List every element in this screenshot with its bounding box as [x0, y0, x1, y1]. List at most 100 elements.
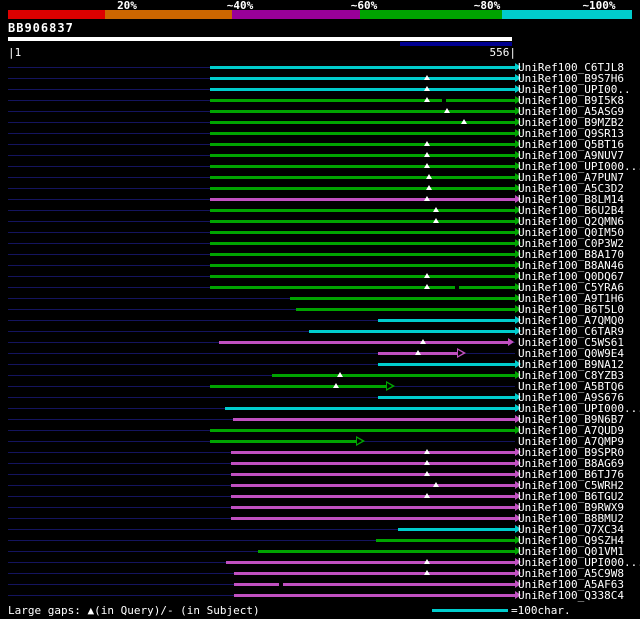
- hit-label[interactable]: UniRef100_B8LM14: [518, 193, 624, 206]
- hit-label[interactable]: UniRef100_Q01VM1: [518, 545, 624, 558]
- alignment-bar[interactable]: [209, 99, 515, 102]
- alignment-bar[interactable]: [376, 539, 515, 542]
- alignment-bar[interactable]: [230, 495, 515, 498]
- alignment-bar[interactable]: [209, 143, 515, 146]
- hit-label[interactable]: UniRef100_Q0W9E4: [518, 347, 624, 360]
- alignment-bar[interactable]: [209, 253, 515, 256]
- alignment-bar[interactable]: [224, 407, 515, 410]
- alignment-bar[interactable]: [232, 418, 515, 421]
- alignment-bar[interactable]: [209, 231, 515, 234]
- hit-label[interactable]: UniRef100_A7QMQ0: [518, 314, 624, 327]
- hit-label[interactable]: UniRef100_B9SPR0: [518, 446, 624, 459]
- hit-label[interactable]: UniRef100_B6U2B4: [518, 204, 624, 217]
- hit-label[interactable]: UniRef100_A5C9W8: [518, 567, 624, 580]
- hit-label[interactable]: UniRef100_B8AG69: [518, 457, 624, 470]
- hit-label[interactable]: UniRef100_Q338C4: [518, 589, 624, 602]
- alignment-bar[interactable]: [230, 517, 515, 520]
- alignment-bar[interactable]: [230, 462, 515, 465]
- alignment-bar[interactable]: [209, 385, 387, 388]
- hit-label[interactable]: UniRef100_A7QUD9: [518, 424, 624, 437]
- hit-label[interactable]: UniRef100_A9NUV7: [518, 149, 624, 162]
- hit-label[interactable]: UniRef100_A9S676: [518, 391, 624, 404]
- hit-label[interactable]: UniRef100_C5WS61: [518, 336, 624, 349]
- hit-label[interactable]: UniRef100_B9S7H6: [518, 72, 624, 85]
- hit-label[interactable]: UniRef100_B9N6B7: [518, 413, 624, 426]
- alignment-bar[interactable]: [230, 451, 515, 454]
- alignment-bar[interactable]: [290, 297, 515, 300]
- hit-label[interactable]: UniRef100_UPI000...: [518, 556, 640, 569]
- hit-label[interactable]: UniRef100_C8YZB3: [518, 369, 624, 382]
- alignment-bar[interactable]: [209, 77, 515, 80]
- alignment-bar[interactable]: [209, 176, 515, 179]
- hit-label[interactable]: UniRef100_Q7XC34: [518, 523, 624, 536]
- hit-label[interactable]: UniRef100_C5YRA6: [518, 281, 624, 294]
- hit-label[interactable]: UniRef100_B9NA12: [518, 358, 624, 371]
- alignment-bar[interactable]: [209, 154, 515, 157]
- alignment-bar[interactable]: [377, 319, 515, 322]
- hit-label[interactable]: UniRef100_C6TJL8: [518, 61, 624, 74]
- alignment-bar[interactable]: [209, 165, 515, 168]
- hit-label[interactable]: UniRef100_UPI00..: [518, 83, 631, 96]
- alignment-bar[interactable]: [233, 594, 515, 597]
- alignment-bar[interactable]: [258, 550, 515, 553]
- alignment-bar[interactable]: [209, 286, 515, 289]
- alignment-bar[interactable]: [209, 110, 515, 113]
- hit-label[interactable]: UniRef100_Q5BT16: [518, 138, 624, 151]
- hit-label[interactable]: UniRef100_B9RWX9: [518, 501, 624, 514]
- hit-label[interactable]: UniRef100_B6T5L0: [518, 303, 624, 316]
- hit-label[interactable]: UniRef100_B9MZB2: [518, 116, 624, 129]
- alignment-bar[interactable]: [308, 330, 515, 333]
- alignment-bar[interactable]: [209, 275, 515, 278]
- hit-label[interactable]: UniRef100_B8BMU2: [518, 512, 624, 525]
- alignment-bar[interactable]: [209, 209, 515, 212]
- alignment-bar[interactable]: [209, 198, 515, 201]
- hit-label[interactable]: UniRef100_Q9SZH4: [518, 534, 624, 547]
- alignment-bar[interactable]: [230, 506, 515, 509]
- hit-label[interactable]: UniRef100_A9T1H6: [518, 292, 624, 305]
- alignment-bar[interactable]: [209, 121, 515, 124]
- hit-label[interactable]: UniRef100_Q9SR13: [518, 127, 624, 140]
- hit-label[interactable]: UniRef100_C0P3W2: [518, 237, 624, 250]
- query-bar[interactable]: [8, 37, 512, 41]
- scale-segment-red: [8, 10, 105, 19]
- alignment-bar[interactable]: [209, 429, 515, 432]
- alignment-bar[interactable]: [272, 374, 515, 377]
- alignment-bar[interactable]: [377, 396, 515, 399]
- hit-label[interactable]: UniRef100_Q0DQ67: [518, 270, 624, 283]
- hit-label[interactable]: UniRef100_B6TGU2: [518, 490, 624, 503]
- hit-label[interactable]: UniRef100_A5AF63: [518, 578, 624, 591]
- alignment-bar[interactable]: [209, 242, 515, 245]
- hit-label[interactable]: UniRef100_A7QMP9: [518, 435, 624, 448]
- hit-label[interactable]: UniRef100_A5ASG9: [518, 105, 624, 118]
- alignment-bar[interactable]: [230, 473, 515, 476]
- alignment-bar[interactable]: [209, 88, 515, 91]
- hit-label[interactable]: UniRef100_A7PUN7: [518, 171, 624, 184]
- alignment-bar[interactable]: [295, 308, 515, 311]
- hit-label[interactable]: UniRef100_Q0IM50: [518, 226, 624, 239]
- hit-label[interactable]: UniRef100_A5C3D2: [518, 182, 624, 195]
- alignment-bar[interactable]: [377, 363, 515, 366]
- hit-label[interactable]: UniRef100_Q2QMN6: [518, 215, 624, 228]
- alignment-bar[interactable]: [226, 561, 515, 564]
- query-gap-marker-icon: [336, 372, 343, 377]
- hit-label[interactable]: UniRef100_UPI000...: [518, 402, 640, 415]
- alignment-bar[interactable]: [209, 66, 515, 69]
- hit-label[interactable]: UniRef100_B8AN46: [518, 259, 624, 272]
- hit-label[interactable]: UniRef100_C5WRH2: [518, 479, 624, 492]
- alignment-bar[interactable]: [398, 528, 515, 531]
- hit-label[interactable]: UniRef100_B6TJ76: [518, 468, 624, 481]
- alignment-bar[interactable]: [209, 132, 515, 135]
- hit-label[interactable]: UniRef100_B9I5K8: [518, 94, 624, 107]
- alignment-bar[interactable]: [209, 440, 357, 443]
- hit-label[interactable]: UniRef100_UPI000...: [518, 160, 640, 173]
- alignment-bar[interactable]: [219, 341, 508, 344]
- alignment-bar[interactable]: [209, 187, 515, 190]
- alignment-bar[interactable]: [233, 583, 515, 586]
- hit-label[interactable]: UniRef100_C6TAR9: [518, 325, 624, 338]
- alignment-bar[interactable]: [233, 572, 515, 575]
- alignment-bar[interactable]: [209, 264, 515, 267]
- alignment-bar[interactable]: [230, 484, 515, 487]
- hit-label[interactable]: UniRef100_A5BTQ6: [518, 380, 624, 393]
- alignment-bar[interactable]: [209, 220, 515, 223]
- hit-label[interactable]: UniRef100_B8A170: [518, 248, 624, 261]
